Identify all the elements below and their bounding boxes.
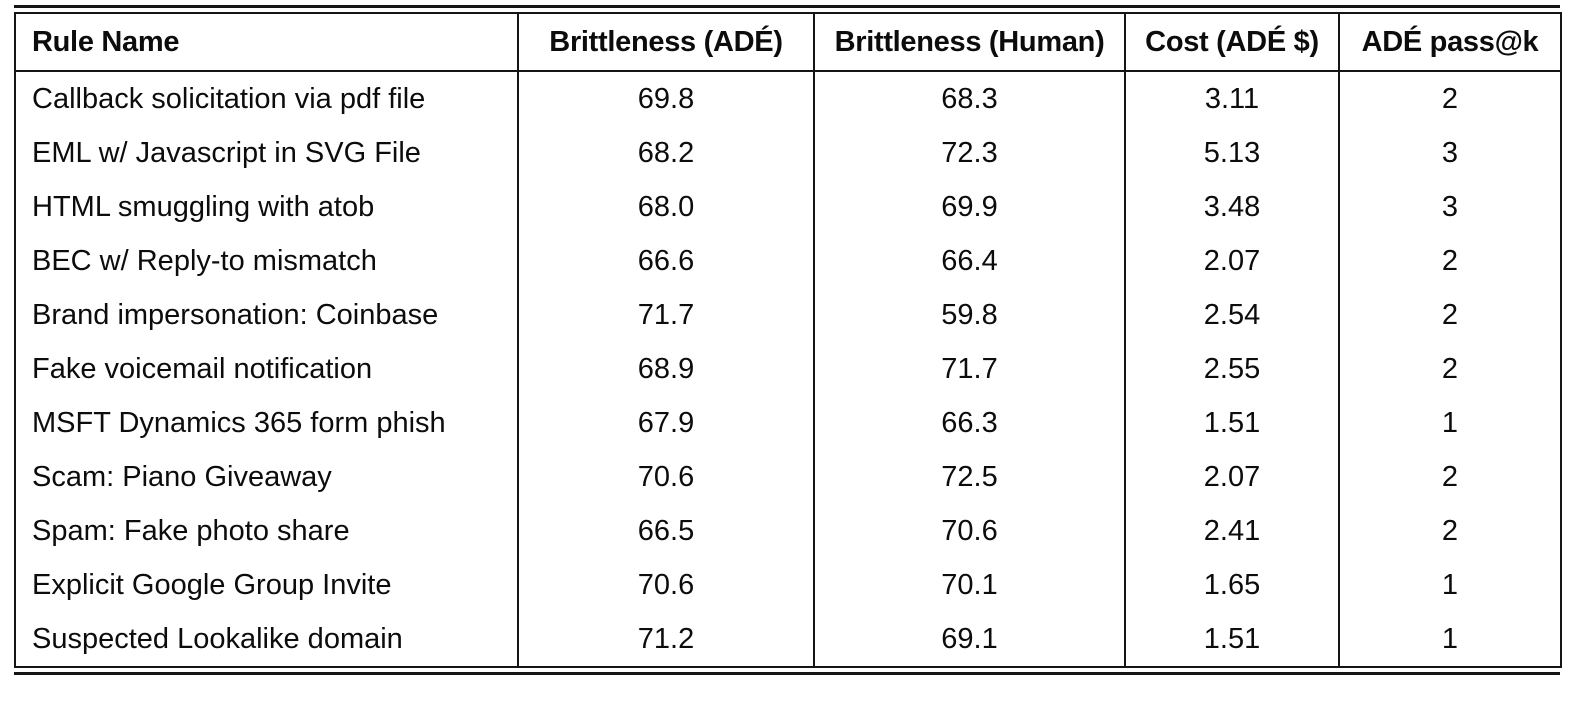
column-header-rule-name: Rule Name: [14, 13, 519, 72]
table-row: HTML smuggling with atob 68.0 69.9 3.48 3: [14, 180, 1562, 234]
column-header-cost-ade: Cost (ADÉ $): [1124, 13, 1340, 72]
table-body: Callback solicitation via pdf file 69.8 68…: [14, 71, 1562, 667]
rule-name-cell: HTML smuggling with atob: [14, 180, 519, 234]
table-row: MSFT Dynamics 365 form phish 67.9 66.3 1.51…: [14, 396, 1562, 450]
value-cell: 2.41: [1124, 504, 1340, 558]
value-cell: 66.5: [517, 504, 815, 558]
table-row: Spam: Fake photo share 66.5 70.6 2.41 2: [14, 504, 1562, 558]
value-cell: 2: [1338, 71, 1562, 126]
rule-name-cell: Explicit Google Group Invite: [14, 558, 519, 612]
value-cell: 70.6: [517, 450, 815, 504]
value-cell: 1: [1338, 558, 1562, 612]
value-cell: 68.3: [813, 71, 1126, 126]
value-cell: 71.7: [813, 342, 1126, 396]
value-cell: 71.2: [517, 612, 815, 667]
rule-name-cell: Scam: Piano Giveaway: [14, 450, 519, 504]
table-row: Explicit Google Group Invite 70.6 70.1 1.65…: [14, 558, 1562, 612]
value-cell: 1: [1338, 396, 1562, 450]
value-cell: 2: [1338, 342, 1562, 396]
value-cell: 69.1: [813, 612, 1126, 667]
value-cell: 2.55: [1124, 342, 1340, 396]
value-cell: 1: [1338, 612, 1562, 667]
rule-name-cell: Callback solicitation via pdf file: [14, 71, 519, 126]
value-cell: 1.51: [1124, 396, 1340, 450]
value-cell: 1.65: [1124, 558, 1340, 612]
value-cell: 2.07: [1124, 234, 1340, 288]
value-cell: 72.5: [813, 450, 1126, 504]
rule-name-cell: Brand impersonation: Coinbase: [14, 288, 519, 342]
table-row: Callback solicitation via pdf file 69.8 68…: [14, 71, 1562, 126]
rule-name-cell: Spam: Fake photo share: [14, 504, 519, 558]
value-cell: 72.3: [813, 126, 1126, 180]
rule-name-cell: MSFT Dynamics 365 form phish: [14, 396, 519, 450]
rule-name-cell: EML w/ Javascript in SVG File: [14, 126, 519, 180]
value-cell: 66.4: [813, 234, 1126, 288]
rules-table-container: Rule Name Brittleness (ADÉ) Brittleness …: [14, 5, 1562, 675]
value-cell: 5.13: [1124, 126, 1340, 180]
value-cell: 71.7: [517, 288, 815, 342]
rules-table: Rule Name Brittleness (ADÉ) Brittleness …: [14, 12, 1562, 668]
value-cell: 2: [1338, 234, 1562, 288]
value-cell: 2.54: [1124, 288, 1340, 342]
value-cell: 68.9: [517, 342, 815, 396]
value-cell: 69.9: [813, 180, 1126, 234]
column-header-ade-pass-at-k: ADÉ pass@k: [1338, 13, 1562, 72]
value-cell: 59.8: [813, 288, 1126, 342]
value-cell: 2: [1338, 450, 1562, 504]
column-header-brittleness-human: Brittleness (Human): [813, 13, 1126, 72]
header-row: Rule Name Brittleness (ADÉ) Brittleness …: [14, 13, 1562, 72]
value-cell: 70.6: [517, 558, 815, 612]
rule-name-cell: Fake voicemail notification: [14, 342, 519, 396]
value-cell: 70.1: [813, 558, 1126, 612]
value-cell: 69.8: [517, 71, 815, 126]
value-cell: 67.9: [517, 396, 815, 450]
value-cell: 3.48: [1124, 180, 1340, 234]
table-row: Brand impersonation: Coinbase 71.7 59.8 2.5…: [14, 288, 1562, 342]
value-cell: 2: [1338, 288, 1562, 342]
value-cell: 3.11: [1124, 71, 1340, 126]
value-cell: 66.6: [517, 234, 815, 288]
table-row: BEC w/ Reply-to mismatch 66.6 66.4 2.07 2: [14, 234, 1562, 288]
value-cell: 68.0: [517, 180, 815, 234]
table-row: Suspected Lookalike domain 71.2 69.1 1.51 1: [14, 612, 1562, 667]
value-cell: 3: [1338, 180, 1562, 234]
value-cell: 70.6: [813, 504, 1126, 558]
value-cell: 66.3: [813, 396, 1126, 450]
table-row: EML w/ Javascript in SVG File 68.2 72.3 5.1…: [14, 126, 1562, 180]
column-header-brittleness-ade: Brittleness (ADÉ): [517, 13, 815, 72]
value-cell: 3: [1338, 126, 1562, 180]
value-cell: 2: [1338, 504, 1562, 558]
rule-name-cell: Suspected Lookalike domain: [14, 612, 519, 667]
rule-name-cell: BEC w/ Reply-to mismatch: [14, 234, 519, 288]
table-row: Scam: Piano Giveaway 70.6 72.5 2.07 2: [14, 450, 1562, 504]
value-cell: 2.07: [1124, 450, 1340, 504]
value-cell: 1.51: [1124, 612, 1340, 667]
value-cell: 68.2: [517, 126, 815, 180]
table-row: Fake voicemail notification 68.9 71.7 2.55 2: [14, 342, 1562, 396]
